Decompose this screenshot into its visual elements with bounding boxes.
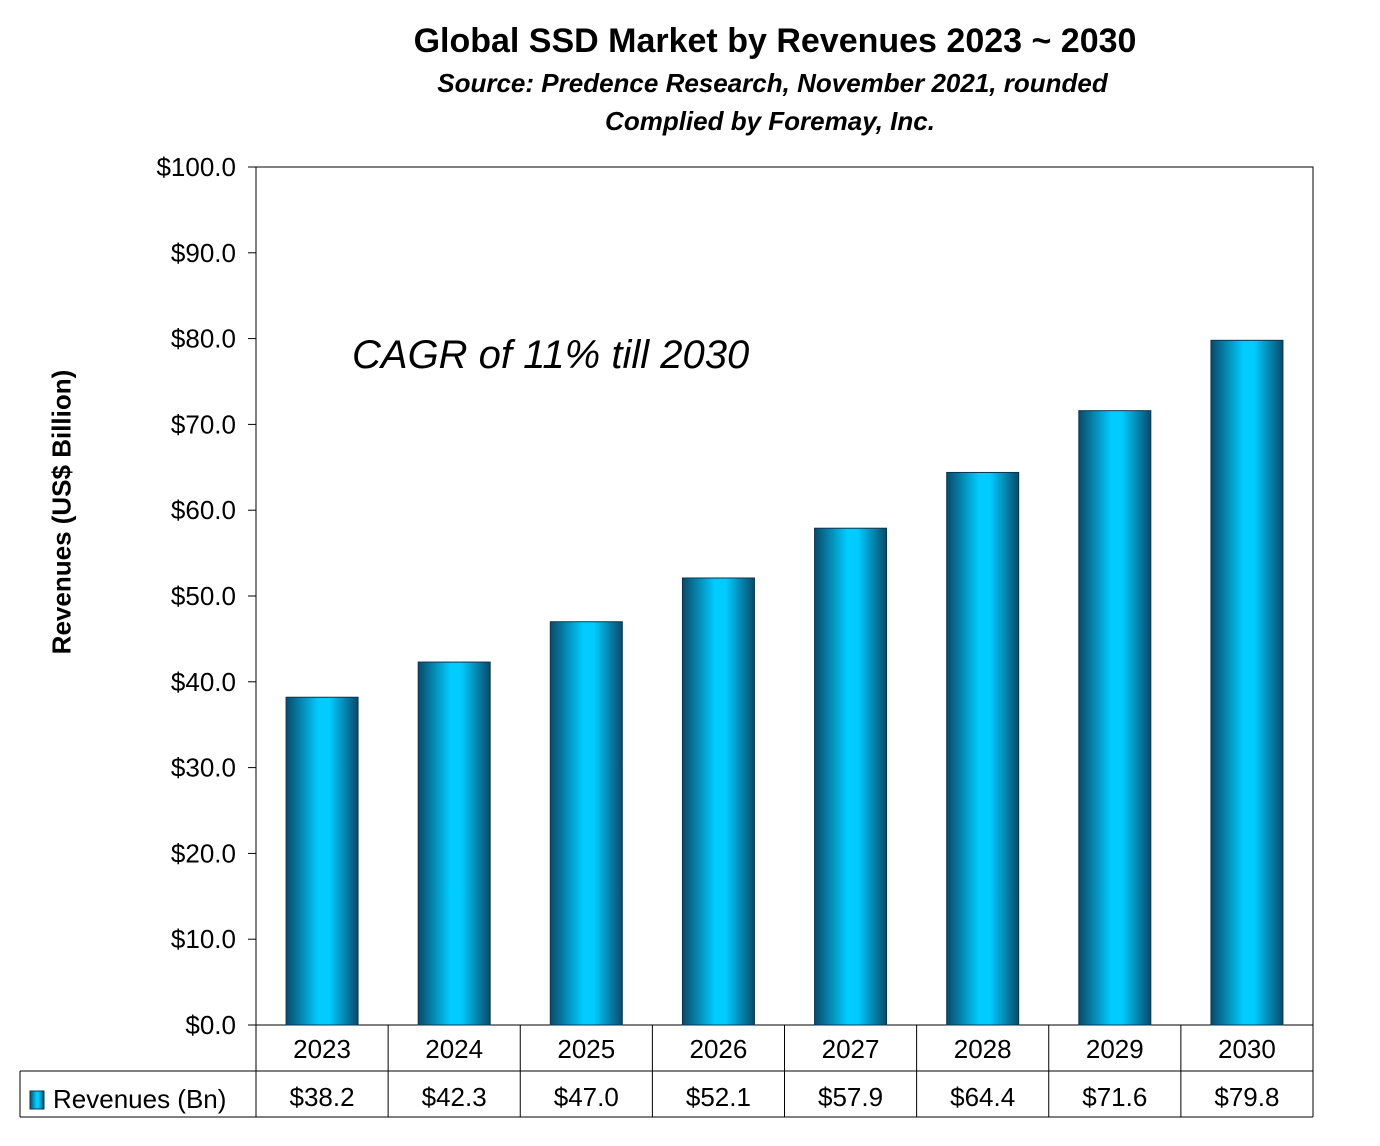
bar-2029 xyxy=(1078,410,1152,1026)
data-label: $71.6 xyxy=(1082,1082,1147,1112)
y-tick-label: $50.0 xyxy=(171,581,236,611)
y-tick-label: $20.0 xyxy=(171,838,236,868)
y-tick-label: $40.0 xyxy=(171,667,236,697)
data-label: $79.8 xyxy=(1214,1082,1279,1112)
plot-area xyxy=(255,166,1314,1026)
bars-group xyxy=(285,339,1284,1026)
y-tick-label: $30.0 xyxy=(171,753,236,783)
x-tick-label: 2026 xyxy=(690,1034,748,1064)
chart-subtitle-compiler: Complied by Foremay, Inc. xyxy=(605,106,935,136)
y-tick-label: $100.0 xyxy=(156,152,236,182)
bar-2024 xyxy=(417,661,491,1026)
data-label: $47.0 xyxy=(554,1082,619,1112)
x-tick-label: 2028 xyxy=(954,1034,1012,1064)
bar-2028 xyxy=(946,471,1020,1026)
legend-swatch xyxy=(29,1090,45,1110)
plot-border xyxy=(255,166,1314,1026)
x-tick-label: 2023 xyxy=(293,1034,351,1064)
y-tick-label: $0.0 xyxy=(185,1010,236,1040)
x-tick-label: 2029 xyxy=(1086,1034,1144,1064)
chart-subtitle-source: Source: Predence Research, November 2021… xyxy=(437,68,1108,98)
x-tick-label: 2027 xyxy=(822,1034,880,1064)
y-axis: $0.0 $10.0 $20.0 $30.0 $40.0 $50.0 $60.0 $70.0 $… xyxy=(156,152,256,1040)
cagr-annotation: CAGR of 11% till 2030 xyxy=(352,333,749,377)
y-tick-label: $80.0 xyxy=(171,324,236,354)
y-tick-label: $70.0 xyxy=(171,409,236,439)
bar-2030 xyxy=(1210,339,1284,1026)
bar-2025 xyxy=(549,621,623,1026)
x-tick-label: 2030 xyxy=(1218,1034,1276,1064)
bar-2027 xyxy=(814,527,888,1026)
data-label: $42.3 xyxy=(422,1082,487,1112)
bar-2023 xyxy=(285,696,359,1026)
y-tick-label: $60.0 xyxy=(171,495,236,525)
bar-2026 xyxy=(681,577,755,1026)
data-label: $52.1 xyxy=(686,1082,751,1112)
data-label: $38.2 xyxy=(290,1082,355,1112)
x-tick-label: 2025 xyxy=(557,1034,615,1064)
data-label: $57.9 xyxy=(818,1082,883,1112)
chart-title: Global SSD Market by Revenues 2023 ~ 203… xyxy=(413,22,1137,60)
legend-series-name: Revenues (Bn) xyxy=(53,1084,226,1114)
x-tick-label: 2024 xyxy=(425,1034,483,1064)
y-tick-label: $10.0 xyxy=(171,924,236,954)
data-table: 2023 2024 2025 2026 2027 2028 2029 2030 $38.2 $42… xyxy=(19,1025,1314,1118)
data-label: $64.4 xyxy=(950,1082,1015,1112)
y-tick-label: $90.0 xyxy=(171,238,236,268)
